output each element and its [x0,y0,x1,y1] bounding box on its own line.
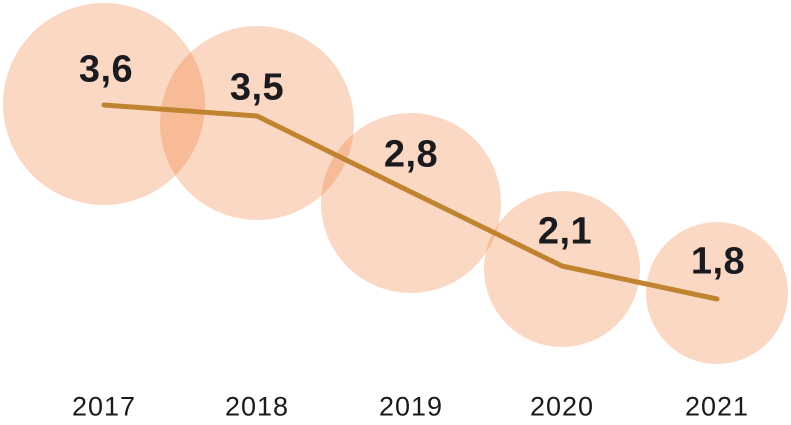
x-axis-label-2021: 2021 [684,391,750,422]
x-axis-label-2018: 2018 [224,391,290,422]
value-label-2017: 3,6 [78,48,134,91]
value-label-2018: 3,5 [229,66,285,109]
x-axis-label-2020: 2020 [529,391,595,422]
bubble-2018 [160,26,354,220]
bubble-2021 [646,222,788,364]
bubble-2019 [321,113,501,293]
bubble-2020 [484,191,640,347]
value-label-2021: 1,8 [690,240,746,283]
trend-line [101,102,720,302]
value-label-2019: 2,8 [383,133,439,176]
x-axis-label-2017: 2017 [71,391,137,422]
x-axis-label-2019: 2019 [378,391,444,422]
value-label-2020: 2,1 [537,210,593,253]
